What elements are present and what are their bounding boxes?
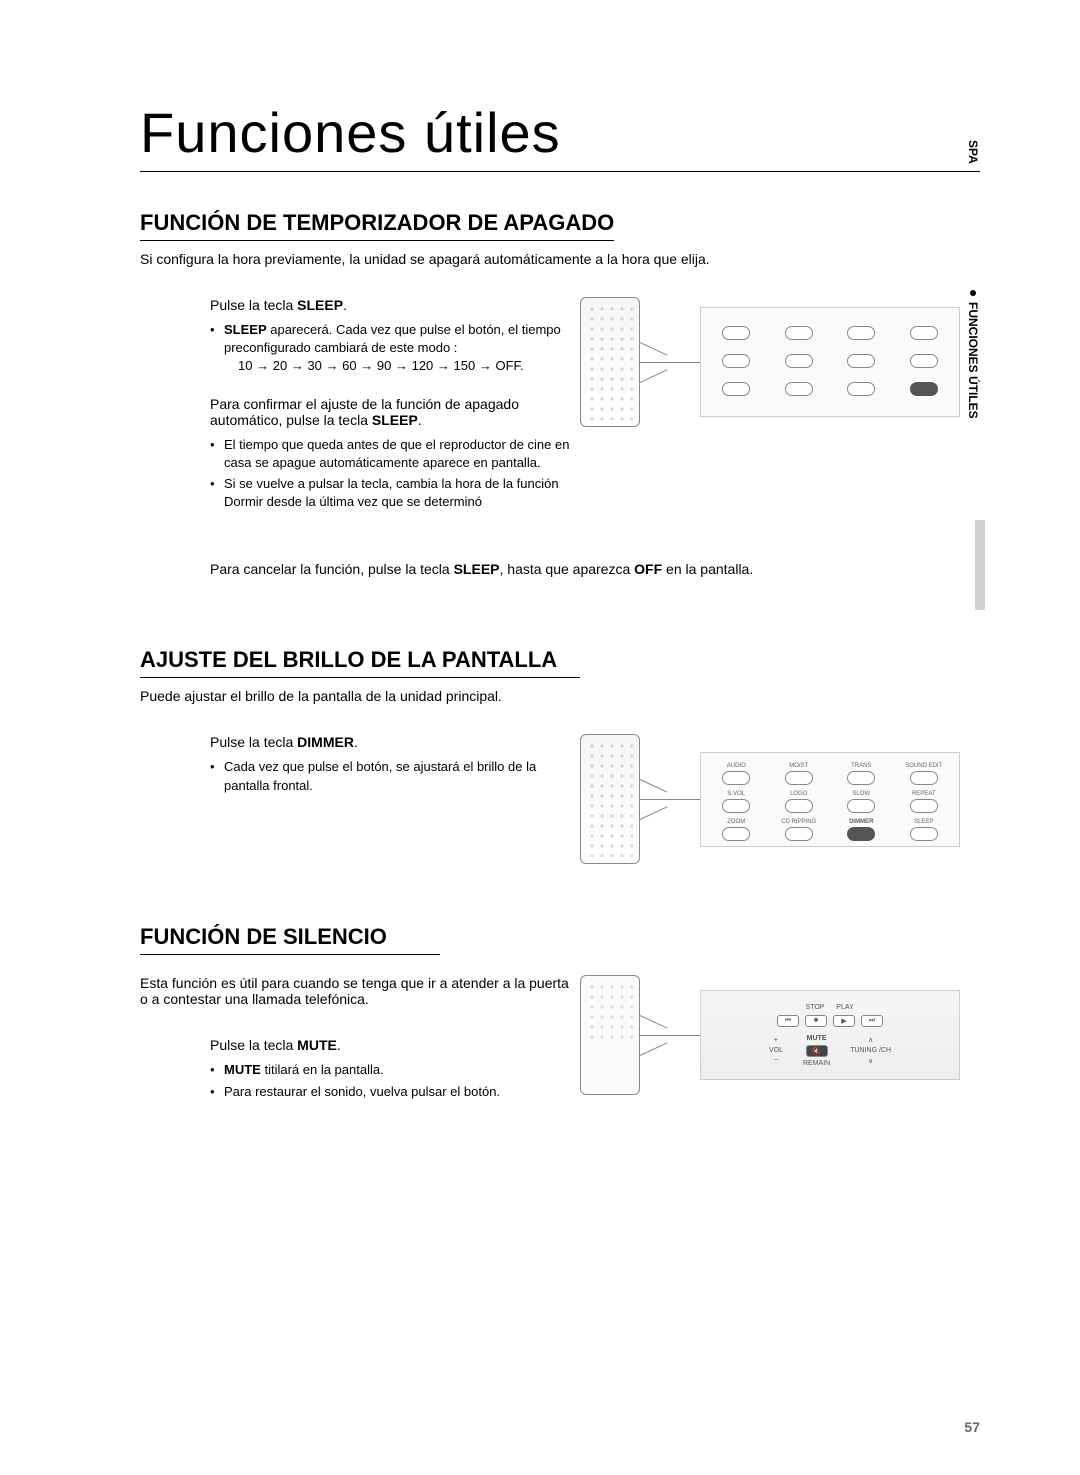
remote-icon	[580, 975, 640, 1095]
connector-icon	[640, 1035, 700, 1036]
sleep-bullet-1: SLEEP aparecerá. Cada vez que pulse el b…	[210, 321, 570, 376]
sleep-confirm-b1: El tiempo que queda antes de que el repr…	[210, 436, 570, 472]
dimmer-title: AJUSTE DEL BRILLO DE LA PANTALLA	[140, 647, 580, 678]
mute-title: FUNCIÓN DE SILENCIO	[140, 924, 440, 955]
sleep-title: FUNCIÓN DE TEMPORIZADOR DE APAGADO	[140, 210, 614, 241]
mute-remote-figure: STOP PLAY ⏮ ■ ▶ ⏭ +	[580, 975, 960, 1095]
dimmer-remote-figure: AUDIO MO/ST TRANS SOUND EDIT S.VOL LOGO …	[580, 734, 960, 864]
side-tab-marker	[975, 520, 985, 610]
dimmer-press-line: Pulse la tecla DIMMER.	[210, 734, 570, 750]
mute-zoom-panel: STOP PLAY ⏮ ■ ▶ ⏭ +	[700, 990, 960, 1080]
sleep-intro: Si configura la hora previamente, la uni…	[140, 251, 980, 267]
sleep-confirm-b2: Si se vuelve a pulsar la tecla, cambia l…	[210, 475, 570, 511]
sleep-section: FUNCIÓN DE TEMPORIZADOR DE APAGADO Si co…	[140, 200, 980, 577]
sleep-sequence: 10 → 20 → 30 → 60 → 90 → 120 → 150 → OFF…	[224, 357, 570, 375]
dimmer-intro: Puede ajustar el brillo de la pantalla d…	[140, 688, 980, 704]
page-number: 57	[964, 1419, 980, 1435]
side-language-tab: SPA	[966, 140, 980, 164]
sleep-remote-figure	[580, 297, 960, 427]
mute-section: FUNCIÓN DE SILENCIO Esta función es útil…	[140, 914, 980, 1120]
side-bullet-icon	[970, 290, 976, 296]
sleep-confirm-line: Para confirmar el ajuste de la función d…	[210, 396, 570, 428]
remote-icon	[580, 297, 640, 427]
page-title: Funciones útiles	[140, 100, 980, 172]
mute-bullet-1: MUTE titilará en la pantalla.	[210, 1061, 570, 1079]
sleep-zoom-panel	[700, 307, 960, 417]
side-chapter-text: FUNCIONES ÚTILES	[966, 302, 980, 419]
connector-icon	[640, 799, 700, 800]
mute-press-line: Pulse la tecla MUTE.	[210, 1037, 570, 1053]
side-chapter-label: FUNCIONES ÚTILES	[966, 290, 980, 419]
connector-icon	[640, 362, 700, 363]
dimmer-bullet-1: Cada vez que pulse el botón, se ajustará…	[210, 758, 570, 794]
remote-icon	[580, 734, 640, 864]
dimmer-section: AJUSTE DEL BRILLO DE LA PANTALLA Puede a…	[140, 637, 980, 864]
dimmer-zoom-panel: AUDIO MO/ST TRANS SOUND EDIT S.VOL LOGO …	[700, 752, 960, 847]
mute-intro: Esta función es útil para cuando se teng…	[140, 975, 570, 1007]
sleep-press-line: Pulse la tecla SLEEP.	[210, 297, 570, 313]
sleep-cancel-line: Para cancelar la función, pulse la tecla…	[140, 561, 980, 577]
mute-bullet-2: Para restaurar el sonido, vuelva pulsar …	[210, 1083, 570, 1101]
